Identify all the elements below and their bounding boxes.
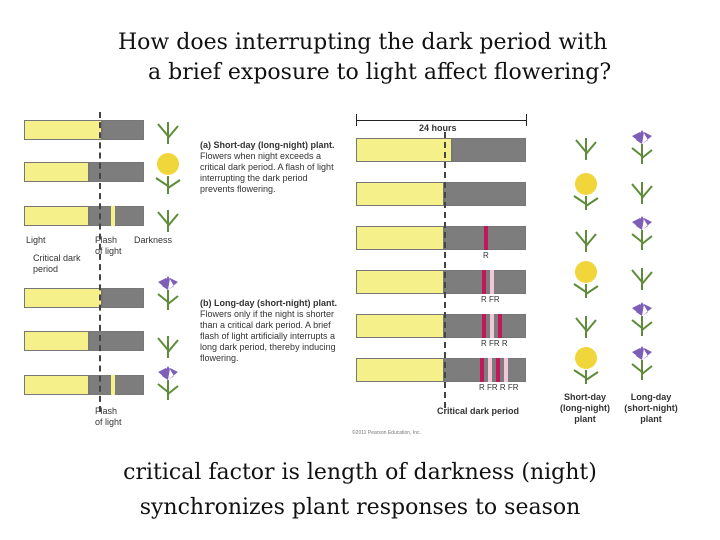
light-bar xyxy=(24,375,89,395)
critical-dark-period-label: Critical dark period xyxy=(33,253,81,274)
dark-bar xyxy=(89,375,144,395)
light-bar xyxy=(356,182,444,206)
short-day-column-label: Short-day (long-night) plant xyxy=(560,392,610,424)
panel-a-heading: (a) Short-day (long-night) plant. xyxy=(200,140,335,150)
iris-flower-icon xyxy=(631,302,653,336)
light-flash-mark xyxy=(111,206,115,226)
dark-bar xyxy=(444,358,526,382)
caption-line-1: critical factor is length of darkness (n… xyxy=(123,460,597,485)
light-bar xyxy=(24,288,102,308)
far-red-flash-mark xyxy=(490,314,494,338)
plant-icon xyxy=(575,230,597,252)
iris-flower-icon xyxy=(157,276,179,310)
darkness-label: Darkness xyxy=(134,235,173,245)
panel-a-text: Flowers when night exceeds a critical da… xyxy=(200,151,334,194)
critical-period-line xyxy=(99,112,101,412)
dandelion-flower-icon xyxy=(573,261,599,298)
dark-bar xyxy=(89,331,144,351)
left-plant-column xyxy=(155,122,181,400)
flash-sequence-label: R xyxy=(483,251,489,260)
flash-sequence-label: R FR R FR xyxy=(479,383,519,392)
dark-bar xyxy=(89,162,144,182)
far-red-flash-mark xyxy=(488,358,492,382)
plant-icon xyxy=(575,316,597,338)
dandelion-flower-icon xyxy=(573,347,599,384)
dandelion-flower-icon xyxy=(573,173,599,210)
red-flash-mark xyxy=(498,314,502,338)
dandelion-flower-icon xyxy=(155,153,181,194)
light-flash-mark xyxy=(111,375,115,395)
far-red-flash-mark xyxy=(504,358,508,382)
title-line-2: a brief exposure to light affect floweri… xyxy=(148,60,612,85)
light-bar xyxy=(24,120,102,140)
credit-text: ©2011 Pearson Education, Inc. xyxy=(352,430,421,436)
critical-dark-period-label: Critical dark period xyxy=(437,406,520,416)
plant-icon xyxy=(157,122,179,144)
light-bar xyxy=(24,331,89,351)
dark-bar xyxy=(452,138,526,162)
light-label: Light xyxy=(26,235,46,245)
panel-b-heading: (b) Long-day (short-night) plant. xyxy=(200,298,337,308)
flash-of-light-label: Flash of light xyxy=(95,235,122,256)
plant-icon xyxy=(157,336,179,358)
light-bar xyxy=(356,138,452,162)
light-bar xyxy=(24,206,89,226)
flash-of-light-bottom-label: Flash of light xyxy=(95,406,122,427)
iris-flower-icon xyxy=(631,130,653,164)
light-bar xyxy=(356,314,444,338)
dark-bar xyxy=(444,182,526,206)
24-hours-label: 24 hours xyxy=(415,123,461,134)
flash-sequence-label: R FR R xyxy=(481,339,508,348)
right-plant-columns xyxy=(573,130,653,384)
panel-a-description: (a) Short-day (long-night) plant. Flower… xyxy=(200,140,342,195)
light-bar xyxy=(24,162,89,182)
red-flash-mark xyxy=(496,358,500,382)
far-red-flash-mark xyxy=(490,270,494,294)
critical-period-line xyxy=(444,132,446,408)
iris-flower-icon xyxy=(631,216,653,250)
light-bar xyxy=(356,358,444,382)
dark-bar xyxy=(102,120,144,140)
iris-flower-icon xyxy=(631,346,653,380)
long-day-column-label: Long-day (short-night) plant xyxy=(624,392,678,424)
plant-icon xyxy=(631,268,653,290)
iris-flower-icon xyxy=(157,366,179,400)
plant-icon xyxy=(157,210,179,232)
flash-sequence-label: R FR xyxy=(481,295,500,304)
arrow-tick-right xyxy=(526,114,527,126)
red-flash-mark xyxy=(482,270,486,294)
arrow-tick-left xyxy=(356,114,357,126)
red-flash-mark xyxy=(480,358,484,382)
caption-line-2: synchronizes plant responses to season xyxy=(139,495,581,520)
plant-icon xyxy=(575,138,597,160)
light-bar xyxy=(356,226,444,250)
red-flash-mark xyxy=(482,314,486,338)
red-flash-mark xyxy=(484,226,488,250)
panel-b-text: Flowers only if the night is shorter tha… xyxy=(200,309,336,363)
dark-bar xyxy=(89,206,144,226)
plant-icon xyxy=(631,182,653,204)
title-line-1: How does interrupting the dark period wi… xyxy=(118,30,608,55)
24-hours-arrow xyxy=(356,120,526,121)
panel-b-description: (b) Long-day (short-night) plant. Flower… xyxy=(200,298,342,364)
light-bar xyxy=(356,270,444,294)
dark-bar xyxy=(102,288,144,308)
